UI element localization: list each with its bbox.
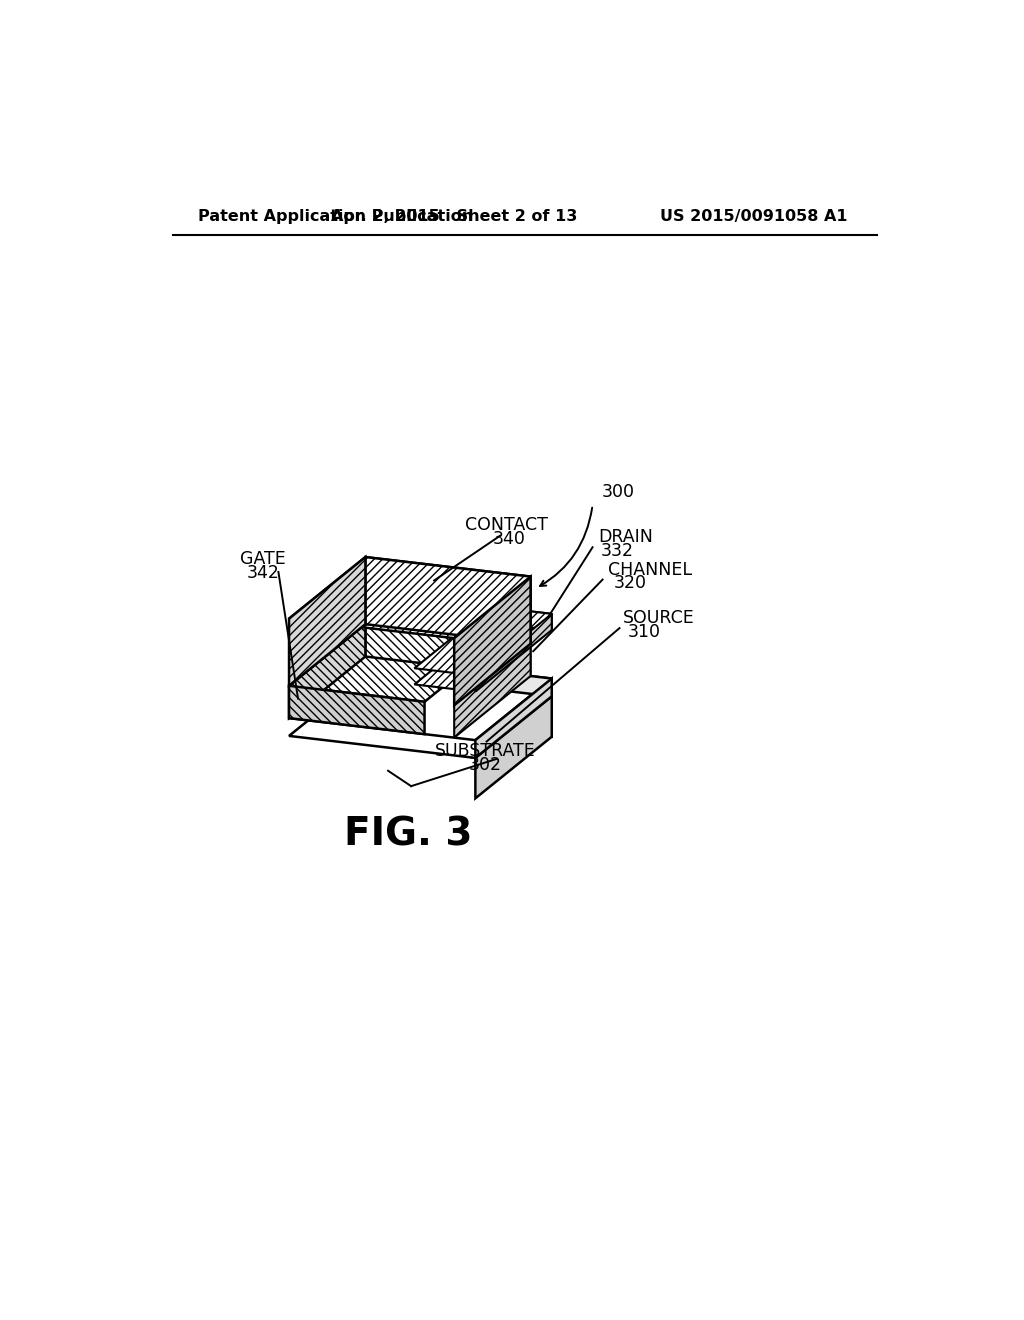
Polygon shape [415,607,552,676]
Text: CHANNEL: CHANNEL [608,561,692,578]
Text: 340: 340 [493,529,526,548]
Polygon shape [415,623,530,689]
Text: GATE: GATE [240,550,286,568]
Text: US 2015/0091058 A1: US 2015/0091058 A1 [660,209,848,223]
Text: 332: 332 [600,543,633,560]
Text: FIG. 3: FIG. 3 [343,816,472,854]
Text: Patent Application Publication: Patent Application Publication [199,209,473,223]
Text: DRAIN: DRAIN [598,528,653,546]
Text: 302: 302 [468,756,502,774]
Polygon shape [366,557,530,644]
Text: CONTACT: CONTACT [465,516,548,533]
Text: 310: 310 [628,623,660,642]
Text: Apr. 2, 2015   Sheet 2 of 13: Apr. 2, 2015 Sheet 2 of 13 [331,209,578,223]
Polygon shape [475,678,552,758]
Polygon shape [366,624,501,672]
Polygon shape [475,614,552,692]
Polygon shape [289,675,552,758]
Polygon shape [490,607,552,630]
Polygon shape [289,686,425,734]
Polygon shape [289,656,552,741]
Polygon shape [455,627,530,738]
Polygon shape [289,624,366,718]
Text: SOURCE: SOURCE [624,609,695,627]
Text: SUBSTRATE: SUBSTRATE [434,742,536,760]
Polygon shape [490,623,530,676]
Text: 320: 320 [614,574,647,593]
Polygon shape [455,577,530,705]
Polygon shape [366,675,552,737]
Text: 342: 342 [247,564,280,582]
Polygon shape [289,557,366,686]
Polygon shape [289,624,501,702]
Polygon shape [366,656,552,697]
Text: 300: 300 [602,483,635,500]
Polygon shape [475,697,552,799]
Polygon shape [289,557,530,638]
